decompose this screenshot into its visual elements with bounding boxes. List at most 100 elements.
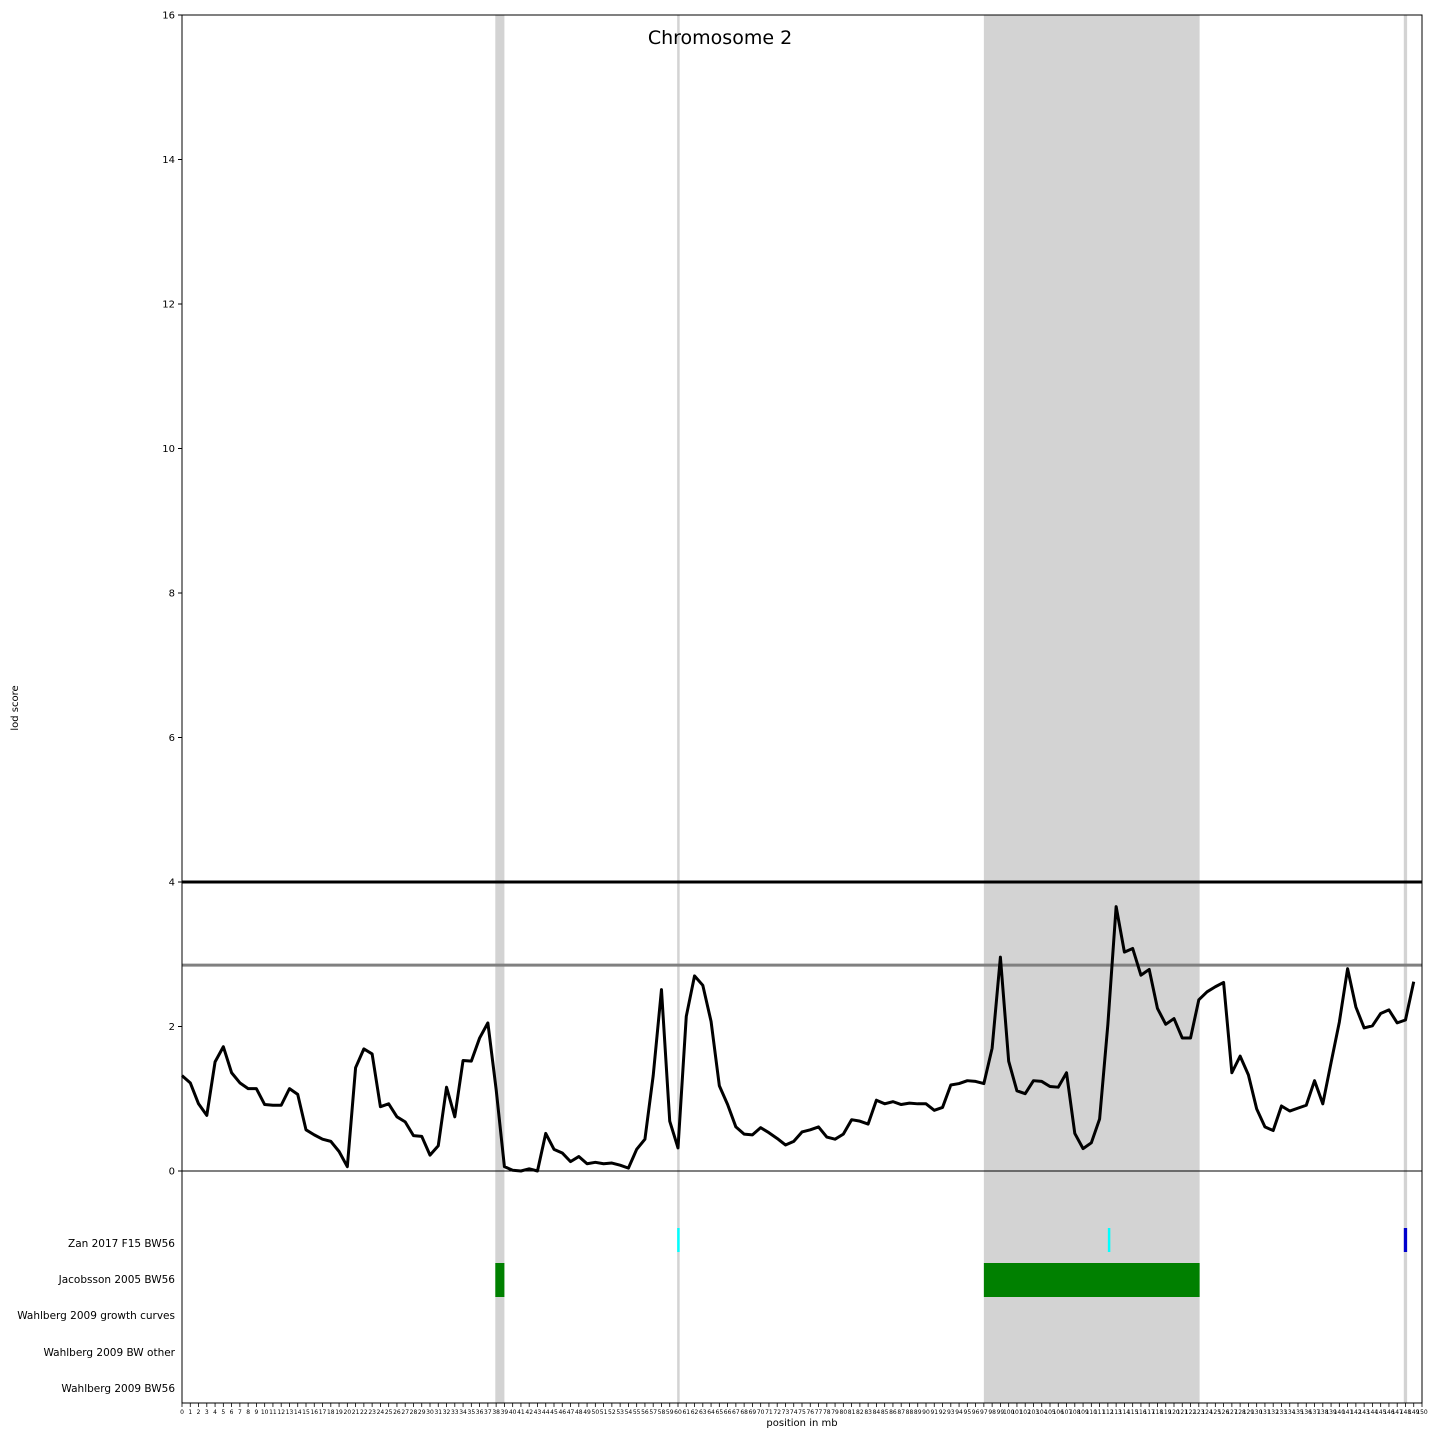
x-tick-label-88: 88: [906, 1409, 914, 1416]
x-tick-label-124: 124: [1201, 1409, 1213, 1416]
x-tick-label-138: 138: [1317, 1409, 1329, 1416]
x-tick-label-123: 123: [1193, 1409, 1205, 1416]
track-feature-1-1: [983, 1263, 1200, 1297]
track-label-3: Wahlberg 2009 BW other: [43, 1347, 175, 1359]
x-tick-label-50: 50: [592, 1409, 600, 1416]
x-tick-label-53: 53: [616, 1409, 624, 1416]
x-tick-label-104: 104: [1036, 1409, 1048, 1416]
x-tick-label-19: 19: [335, 1409, 343, 1416]
x-tick-label-59: 59: [666, 1409, 674, 1416]
x-tick-label-121: 121: [1177, 1409, 1189, 1416]
y-tick-label-3: 6: [169, 733, 175, 744]
x-tick-label-75: 75: [798, 1409, 806, 1416]
x-tick-label-31: 31: [434, 1409, 442, 1416]
x-tick-label-107: 107: [1061, 1409, 1073, 1416]
x-tick-label-109: 109: [1077, 1409, 1089, 1416]
track-label-4: Wahlberg 2009 BW56: [61, 1383, 175, 1395]
x-tick-label-113: 113: [1110, 1409, 1122, 1416]
x-tick-label-48: 48: [575, 1409, 583, 1416]
x-tick-label-143: 143: [1358, 1409, 1370, 1416]
x-tick-label-125: 125: [1210, 1409, 1222, 1416]
x-tick-label-134: 134: [1284, 1409, 1296, 1416]
x-tick-label-1: 1: [188, 1409, 192, 1416]
x-tick-label-60: 60: [674, 1409, 682, 1416]
x-tick-label-127: 127: [1226, 1409, 1238, 1416]
x-tick-label-79: 79: [831, 1409, 839, 1416]
x-tick-label-56: 56: [641, 1409, 649, 1416]
x-tick-label-41: 41: [517, 1409, 525, 1416]
x-tick-label-97: 97: [980, 1409, 988, 1416]
x-tick-label-126: 126: [1218, 1409, 1230, 1416]
x-tick-label-144: 144: [1367, 1409, 1379, 1416]
x-tick-label-84: 84: [873, 1409, 881, 1416]
x-tick-label-54: 54: [625, 1409, 633, 1416]
x-tick-label-64: 64: [707, 1409, 715, 1416]
x-tick-label-12: 12: [277, 1409, 285, 1416]
y-axis-label: lod score: [10, 685, 21, 730]
x-tick-label-136: 136: [1301, 1409, 1313, 1416]
x-tick-label-101: 101: [1011, 1409, 1023, 1416]
x-tick-label-110: 110: [1086, 1409, 1098, 1416]
x-tick-label-139: 139: [1325, 1409, 1337, 1416]
x-tick-label-77: 77: [815, 1409, 823, 1416]
y-tick-label-1: 2: [169, 1022, 175, 1033]
x-tick-label-103: 103: [1028, 1409, 1040, 1416]
x-tick-label-66: 66: [724, 1409, 732, 1416]
x-tick-label-8: 8: [246, 1409, 250, 1416]
x-tick-label-22: 22: [360, 1409, 368, 1416]
x-tick-label-129: 129: [1243, 1409, 1255, 1416]
x-tick-label-13: 13: [286, 1409, 294, 1416]
x-tick-label-87: 87: [897, 1409, 905, 1416]
x-tick-label-42: 42: [525, 1409, 533, 1416]
x-tick-label-61: 61: [682, 1409, 690, 1416]
x-tick-label-70: 70: [757, 1409, 765, 1416]
x-tick-label-145: 145: [1375, 1409, 1387, 1416]
x-tick-label-34: 34: [459, 1409, 467, 1416]
x-tick-label-21: 21: [352, 1409, 360, 1416]
x-tick-label-83: 83: [864, 1409, 872, 1416]
x-tick-label-114: 114: [1119, 1409, 1131, 1416]
x-tick-label-63: 63: [699, 1409, 707, 1416]
x-tick-label-23: 23: [368, 1409, 376, 1416]
x-tick-label-89: 89: [914, 1409, 922, 1416]
x-tick-label-16: 16: [310, 1409, 318, 1416]
x-tick-label-29: 29: [418, 1409, 426, 1416]
x-tick-label-39: 39: [501, 1409, 509, 1416]
x-tick-label-78: 78: [823, 1409, 831, 1416]
x-tick-label-9: 9: [254, 1409, 258, 1416]
x-tick-label-105: 105: [1044, 1409, 1056, 1416]
x-tick-label-33: 33: [451, 1409, 459, 1416]
x-tick-label-148: 148: [1400, 1409, 1412, 1416]
x-tick-label-119: 119: [1160, 1409, 1172, 1416]
x-tick-label-80: 80: [840, 1409, 848, 1416]
track-label-2: Wahlberg 2009 growth curves: [17, 1310, 175, 1322]
x-tick-label-0: 0: [180, 1409, 184, 1416]
x-tick-label-27: 27: [401, 1409, 409, 1416]
x-tick-label-3: 3: [205, 1409, 209, 1416]
x-tick-label-140: 140: [1334, 1409, 1346, 1416]
x-tick-label-86: 86: [889, 1409, 897, 1416]
x-tick-label-24: 24: [377, 1409, 385, 1416]
x-tick-label-98: 98: [988, 1409, 996, 1416]
x-tick-label-37: 37: [484, 1409, 492, 1416]
x-tick-label-2: 2: [197, 1409, 201, 1416]
x-tick-label-11: 11: [269, 1409, 277, 1416]
x-tick-label-35: 35: [468, 1409, 476, 1416]
x-tick-label-58: 58: [658, 1409, 666, 1416]
x-tick-label-85: 85: [881, 1409, 889, 1416]
x-tick-label-142: 142: [1350, 1409, 1362, 1416]
x-tick-label-30: 30: [426, 1409, 434, 1416]
x-tick-label-44: 44: [542, 1409, 550, 1416]
x-tick-label-43: 43: [534, 1409, 542, 1416]
x-tick-label-112: 112: [1102, 1409, 1114, 1416]
x-tick-label-20: 20: [344, 1409, 352, 1416]
x-tick-label-76: 76: [806, 1409, 814, 1416]
x-tick-label-67: 67: [732, 1409, 740, 1416]
x-tick-label-38: 38: [492, 1409, 500, 1416]
x-tick-label-137: 137: [1309, 1409, 1321, 1416]
y-tick-label-5: 10: [162, 444, 175, 455]
x-tick-label-71: 71: [765, 1409, 773, 1416]
x-tick-label-49: 49: [583, 1409, 591, 1416]
